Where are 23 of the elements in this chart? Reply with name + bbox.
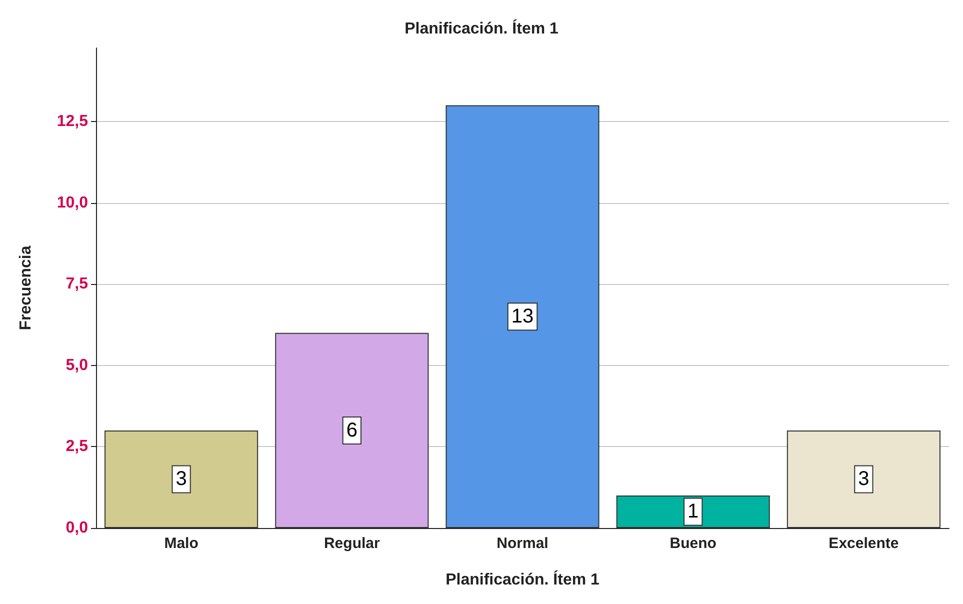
x-tick-label: Normal — [496, 535, 548, 552]
data-label: 3 — [858, 468, 870, 490]
data-label: 6 — [346, 419, 358, 442]
bar — [275, 332, 429, 528]
chart-title: Planificación. Ítem 1 — [404, 18, 559, 38]
bar — [786, 430, 940, 528]
x-tick-label: Malo — [164, 535, 198, 552]
bar — [104, 430, 258, 528]
y-tick-label: 12,5 — [56, 112, 88, 130]
bar — [446, 105, 600, 528]
x-tick-label: Regular — [324, 535, 380, 552]
x-tick-label: Excelente — [828, 535, 899, 552]
y-tick-label: 2,5 — [66, 438, 88, 456]
y-tick-label: 0,0 — [66, 520, 88, 536]
data-label: 3 — [176, 468, 187, 490]
y-tick-label: 5,0 — [66, 356, 88, 374]
x-tick-label: Bueno — [670, 535, 716, 552]
x-axis-title: Planificación. Ítem 1 — [446, 570, 600, 588]
data-label: 1 — [688, 500, 699, 523]
y-axis-title: Frecuencia — [18, 246, 34, 330]
data-label: 13 — [511, 306, 534, 328]
y-tick-label: 10,0 — [56, 194, 88, 212]
y-tick-label: 7,5 — [66, 276, 88, 293]
